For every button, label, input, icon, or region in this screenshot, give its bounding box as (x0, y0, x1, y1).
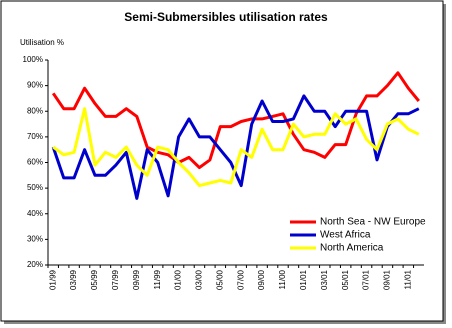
x-tick-label: 01/01 (299, 269, 308, 290)
legend-label: West Africa (320, 230, 371, 241)
x-tick-label: 07/00 (236, 269, 245, 290)
y-tick-label: 90% (27, 81, 43, 90)
x-tick-label: 01/99 (48, 269, 57, 290)
x-tick-label: 07/01 (362, 269, 371, 290)
y-tick-label: 80% (27, 106, 43, 115)
y-tick-label: 70% (27, 132, 43, 141)
frame (0, 0, 444, 322)
y-tick-label: 20% (27, 260, 43, 269)
x-tick-label: 09/99 (132, 269, 141, 290)
y-tick-label: 100% (23, 55, 43, 64)
legend-label: North Sea - NW Europe (320, 217, 426, 228)
y-tick-label: 60% (27, 158, 43, 167)
x-tick-label: 03/99 (69, 269, 78, 290)
x-tick-label: 05/01 (341, 269, 350, 290)
x-tick-label: 11/00 (278, 269, 287, 289)
series-line (51, 94, 420, 200)
y-axis-label: Utilisation % (20, 38, 64, 47)
x-tick-label: 11/99 (153, 269, 162, 289)
x-tick-label: 03/01 (320, 269, 329, 290)
chart-title: Semi-Submersibles utilisation rates (124, 10, 328, 24)
y-tick-label: 40% (27, 209, 43, 218)
x-tick-label: 11/01 (403, 269, 412, 289)
legend-label: North America (320, 243, 384, 254)
y-tick-label: 50% (27, 183, 43, 192)
x-tick-label: 09/00 (257, 269, 266, 290)
y-tick-label: 30% (27, 234, 43, 243)
x-tick-label: 05/00 (215, 269, 224, 290)
series-line (52, 107, 420, 188)
x-tick-label: 09/01 (383, 269, 392, 290)
x-tick-label: 05/99 (90, 269, 99, 290)
x-tick-label: 03/00 (195, 269, 204, 290)
x-tick-label: 07/99 (111, 269, 120, 290)
x-tick-label: 01/00 (174, 269, 183, 290)
